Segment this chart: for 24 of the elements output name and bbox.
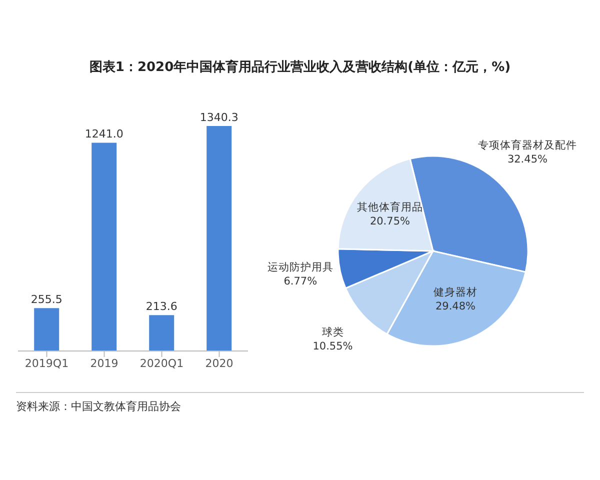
text: 图表1：2020年中国体育用品行业营业收入及营收结构(单位：亿元，%) (88, 58, 512, 76)
slice-label: 专项体育器材及配件 (478, 138, 577, 152)
bar (34, 308, 60, 351)
data-label: 29.48% (435, 300, 476, 312)
slice-label: 健身器材 (434, 285, 478, 298)
x-tick-label: 2020Q1 (140, 356, 184, 370)
slice-label: 其他体育用品 (356, 200, 423, 214)
text: 资料来源：中国文教体育用品协会 (16, 399, 182, 414)
data-label: 32.45% (507, 154, 548, 166)
bar (206, 126, 232, 351)
bar (92, 142, 117, 351)
x-tick-label: 2019Q1 (24, 356, 69, 370)
x-tick-label: 2019 (90, 356, 118, 370)
slice-label: 运动防护用具 (267, 260, 334, 274)
x-tick-label: 2020 (205, 356, 234, 370)
data-label: 10.55% (312, 340, 353, 352)
data-label: 213.6 (146, 300, 178, 314)
data-label: 1241.0 (84, 128, 124, 141)
data-label: 20.75% (370, 216, 410, 228)
slice-label: 球类 (322, 325, 344, 338)
data-label: 255.5 (30, 293, 62, 306)
data-label: 1340.3 (200, 111, 238, 124)
bar (149, 315, 174, 351)
data-label: 6.77% (284, 275, 318, 288)
